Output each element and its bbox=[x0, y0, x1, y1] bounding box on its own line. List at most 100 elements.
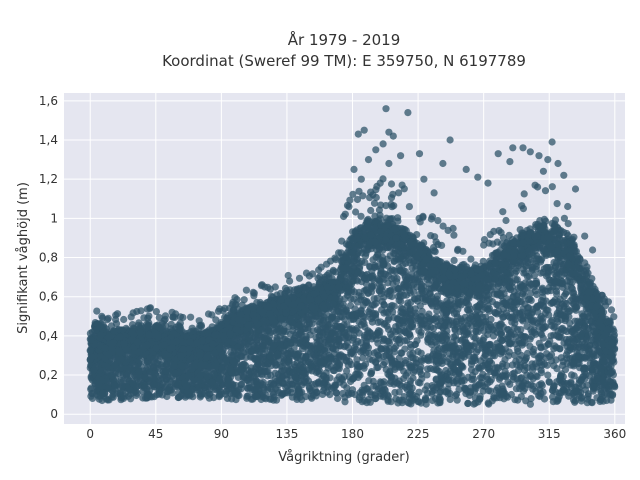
scatter-point bbox=[370, 382, 378, 390]
scatter-point bbox=[474, 398, 482, 406]
scatter-point bbox=[486, 341, 495, 349]
scatter-point bbox=[347, 377, 355, 386]
scatter-point bbox=[395, 322, 403, 330]
scatter-point bbox=[541, 343, 549, 351]
scatter-point bbox=[218, 365, 226, 373]
scatter-point bbox=[390, 344, 398, 352]
scatter-point bbox=[417, 363, 425, 371]
scatter-point bbox=[226, 365, 234, 374]
scatter-point bbox=[129, 380, 137, 388]
scatter-point bbox=[532, 277, 540, 285]
scatter-point bbox=[441, 322, 449, 330]
scatter-point bbox=[414, 294, 422, 302]
scatter-point bbox=[518, 282, 526, 290]
scatter-point bbox=[243, 394, 251, 402]
scatter-point bbox=[287, 339, 295, 347]
scatter-point bbox=[549, 387, 557, 395]
scatter-point bbox=[508, 318, 516, 326]
scatter-point bbox=[123, 371, 131, 379]
scatter-point bbox=[445, 376, 453, 384]
scatter-point bbox=[362, 298, 370, 307]
scatter-point bbox=[462, 339, 470, 347]
scatter-point bbox=[452, 390, 461, 398]
scatter-point bbox=[372, 311, 380, 319]
scatter-point bbox=[428, 382, 436, 390]
scatter-point bbox=[325, 335, 334, 343]
scatter-point bbox=[393, 379, 401, 387]
scatter-point bbox=[331, 383, 339, 391]
scatter-point bbox=[517, 339, 526, 347]
scatter-point bbox=[574, 323, 582, 331]
scatter-point bbox=[557, 389, 565, 397]
scatter-point bbox=[150, 374, 158, 383]
scatter-point bbox=[291, 373, 299, 381]
scatter-point bbox=[521, 362, 529, 370]
scatter-point bbox=[395, 388, 403, 396]
scatter-point bbox=[537, 380, 545, 388]
scatter-point bbox=[299, 363, 307, 371]
scatter-point bbox=[392, 395, 400, 403]
scatter-point bbox=[175, 393, 183, 401]
scatter-point bbox=[454, 296, 462, 305]
scatter-point bbox=[307, 345, 315, 353]
scatter-point bbox=[274, 350, 282, 358]
scatter-point bbox=[487, 387, 495, 395]
scatter-point bbox=[261, 337, 269, 345]
scatter-point bbox=[298, 372, 306, 380]
scatter-point bbox=[391, 365, 399, 374]
scatter-point bbox=[407, 315, 416, 323]
scatter-point bbox=[350, 295, 358, 303]
scatter-point bbox=[570, 362, 578, 370]
scatter-point bbox=[313, 388, 321, 397]
scatter-point bbox=[366, 355, 374, 363]
scatter-point bbox=[340, 343, 348, 351]
scatter-point bbox=[490, 394, 498, 402]
scatter-point bbox=[450, 342, 458, 350]
scatter-point bbox=[526, 400, 535, 408]
scatter-point bbox=[497, 310, 505, 318]
scatter-point bbox=[320, 372, 328, 380]
scatter-point bbox=[327, 362, 335, 370]
scatter-point bbox=[464, 373, 472, 381]
scatter-point bbox=[236, 366, 244, 374]
scatter-point bbox=[483, 292, 491, 300]
scatter-point bbox=[264, 360, 272, 368]
scatter-point bbox=[317, 358, 325, 366]
scatter-point bbox=[271, 385, 280, 393]
scatter-point bbox=[528, 328, 536, 336]
scatter-point bbox=[597, 396, 605, 404]
scatter-point bbox=[502, 372, 510, 380]
scatter-point bbox=[537, 369, 546, 377]
scatter-point bbox=[406, 350, 414, 358]
scatter-point bbox=[333, 315, 341, 323]
scatter-point bbox=[335, 322, 343, 330]
scatter-point bbox=[417, 349, 425, 357]
scatter-point bbox=[439, 377, 447, 386]
scatter-point bbox=[424, 365, 432, 373]
scatter-point bbox=[387, 377, 395, 385]
scatter-point bbox=[403, 386, 411, 394]
scatter-point bbox=[398, 399, 406, 407]
scatter-point bbox=[511, 340, 519, 348]
scatter-point bbox=[457, 317, 465, 325]
scatter-point bbox=[421, 386, 429, 394]
scatter-point bbox=[417, 331, 425, 339]
scatter-point bbox=[443, 297, 451, 305]
scatter-point bbox=[539, 334, 547, 342]
scatter-point bbox=[484, 347, 492, 356]
scatter-point bbox=[425, 330, 433, 338]
scatter-point bbox=[509, 293, 517, 301]
scatter-point bbox=[532, 255, 541, 263]
scatter-point bbox=[390, 257, 398, 265]
scatter-point bbox=[467, 366, 476, 374]
scatter-point bbox=[409, 396, 417, 404]
chart-subtitle: Koordinat (Sweref 99 TM): E 359750, N 61… bbox=[162, 52, 526, 70]
scatter-point bbox=[513, 276, 521, 284]
scatter-point bbox=[250, 386, 259, 394]
scatter-point bbox=[562, 299, 571, 308]
scatter-point bbox=[518, 332, 526, 340]
scatter-point bbox=[387, 356, 395, 364]
scatter-point bbox=[312, 333, 320, 342]
scatter-point bbox=[446, 395, 454, 404]
